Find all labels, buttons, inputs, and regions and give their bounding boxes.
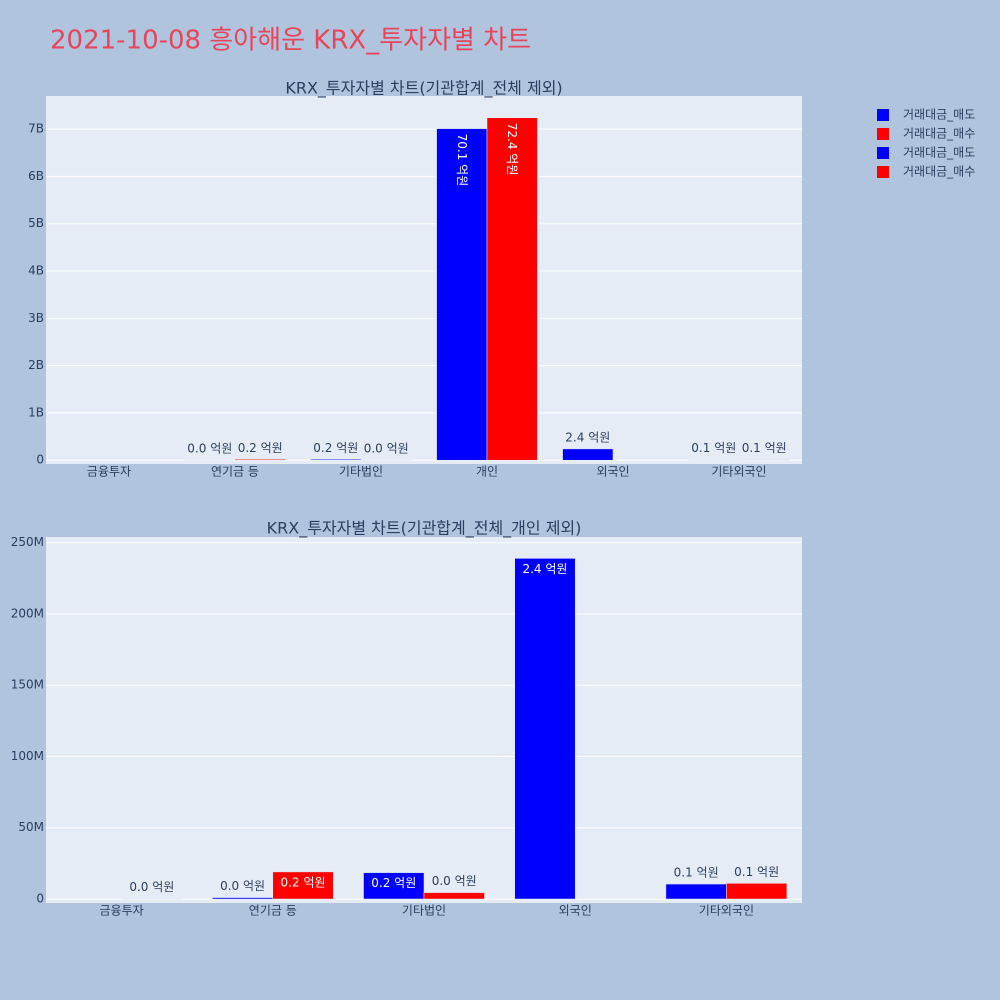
bar [738,459,790,461]
page-title: 2021-10-08 흥아해운 KRX_투자자별 차트 [50,26,531,56]
y-tick-label: 0 [36,892,44,906]
bar [726,883,788,900]
bar [436,128,488,461]
y-tick-label: 5B [28,216,44,230]
value-label: 0.2 억원 [313,441,358,455]
bar [212,897,274,900]
plot-area [46,96,802,464]
y-tick-label: 0 [36,453,44,467]
plot-area [46,537,802,903]
bar [310,459,362,461]
value-label: 0.0 억원 [220,879,265,893]
legend-swatch [877,109,889,121]
x-tick-label: 기타외국인 [711,465,766,479]
chart-title: KRX_투자자별 차트(기관합계_전체_개인 제외) [267,519,582,539]
value-label: 72.4 억원 [505,123,519,176]
chart-title: KRX_투자자별 차트(기관합계_전체 제외) [285,79,562,99]
legend-label: 거래대금_매도 [903,146,975,160]
y-tick-label: 4B [28,264,44,278]
y-tick-label: 100M [11,749,44,763]
legend-swatch [877,147,889,159]
value-label: 0.2 억원 [281,875,326,889]
value-label: 0.1 억원 [742,441,787,455]
bar [272,871,334,900]
bar [486,117,538,461]
value-label: 2.4 억원 [522,562,567,576]
value-label: 0.1 억원 [691,441,736,455]
x-tick-label: 기타법인 [402,904,446,918]
value-label: 0.0 억원 [432,874,477,888]
x-tick-label: 기타법인 [339,465,383,479]
x-tick-label: 연기금 등 [211,465,259,479]
x-tick-label: 기타외국인 [699,904,754,918]
legend-swatch [877,166,889,178]
legend-swatch [877,128,889,140]
bar [423,892,485,900]
value-label: 2.4 억원 [565,430,610,444]
y-tick-label: 2B [28,358,44,372]
bar [234,459,286,461]
legend-label: 거래대금_매도 [903,108,975,122]
value-label: 0.0 억원 [364,442,409,456]
value-label: 0.2 억원 [238,441,283,455]
value-label: 0.2 억원 [371,876,416,890]
x-tick-label: 금융투자 [100,904,144,918]
legend-label: 거래대금_매수 [903,165,975,179]
value-label: 0.0 억원 [129,880,174,894]
y-tick-label: 1B [28,405,44,419]
x-tick-label: 외국인 [559,904,592,918]
y-tick-label: 200M [11,606,44,620]
legend-label: 거래대금_매수 [903,127,975,141]
bar [514,558,576,900]
value-label: 0.0 억원 [187,442,232,456]
x-tick-label: 금융투자 [87,465,131,479]
y-tick-label: 3B [28,311,44,325]
y-tick-label: 50M [18,820,44,834]
value-label: 0.1 억원 [734,865,779,879]
y-tick-label: 6B [28,169,44,183]
bar [363,872,425,900]
y-tick-label: 150M [11,678,44,692]
y-tick-label: 7B [28,122,44,136]
x-tick-label: 개인 [476,465,498,479]
value-label: 0.1 억원 [674,866,719,880]
x-tick-label: 연기금 등 [249,904,297,918]
y-tick-label: 250M [11,535,44,549]
x-tick-label: 외국인 [596,465,629,479]
bar [562,448,614,461]
bar [665,883,727,900]
value-label: 70.1 억원 [455,134,469,187]
